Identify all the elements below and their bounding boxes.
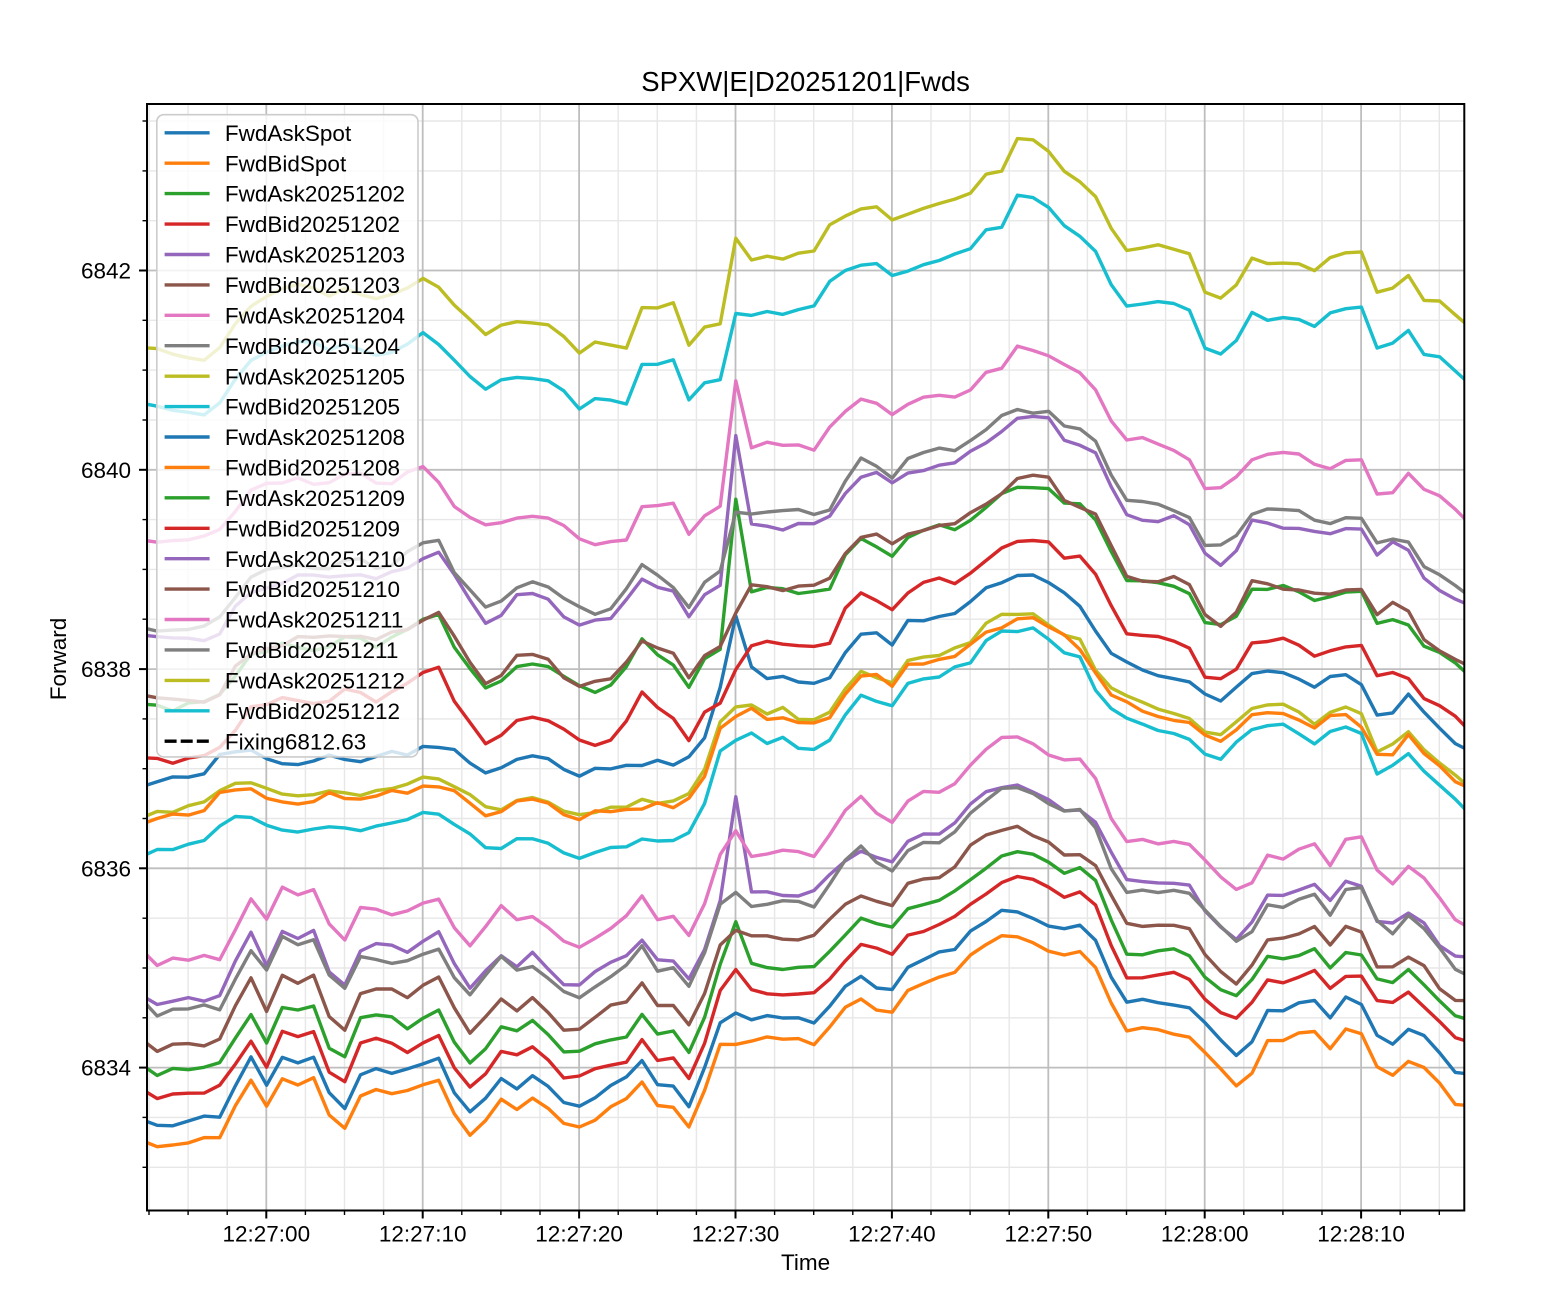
svg-text:Forward: Forward xyxy=(46,618,71,701)
svg-text:6836: 6836 xyxy=(81,856,131,881)
svg-text:FwdBidSpot: FwdBidSpot xyxy=(225,151,347,176)
svg-text:Fixing6812.63: Fixing6812.63 xyxy=(225,729,366,754)
svg-text:12:27:00: 12:27:00 xyxy=(223,1222,311,1247)
svg-text:FwdBid20251209: FwdBid20251209 xyxy=(225,516,400,541)
svg-text:FwdAsk20251205: FwdAsk20251205 xyxy=(225,364,405,389)
svg-text:FwdAsk20251211: FwdAsk20251211 xyxy=(225,608,403,633)
svg-text:Time: Time xyxy=(781,1250,830,1275)
svg-text:FwdBid20251203: FwdBid20251203 xyxy=(225,273,400,298)
svg-text:FwdAsk20251203: FwdAsk20251203 xyxy=(225,243,405,268)
svg-text:FwdAsk20251208: FwdAsk20251208 xyxy=(225,425,405,450)
svg-text:FwdBid20251212: FwdBid20251212 xyxy=(225,699,400,724)
svg-text:FwdBid20251202: FwdBid20251202 xyxy=(225,212,400,237)
svg-text:12:28:10: 12:28:10 xyxy=(1317,1222,1405,1247)
svg-text:FwdBid20251211: FwdBid20251211 xyxy=(225,638,398,663)
svg-text:6834: 6834 xyxy=(81,1056,131,1081)
svg-text:FwdBid20251204: FwdBid20251204 xyxy=(225,334,400,359)
svg-text:FwdBid20251208: FwdBid20251208 xyxy=(225,456,400,481)
svg-text:FwdAsk20251210: FwdAsk20251210 xyxy=(225,547,405,572)
svg-text:12:28:00: 12:28:00 xyxy=(1161,1222,1249,1247)
svg-text:6840: 6840 xyxy=(81,458,131,483)
svg-text:FwdAsk20251202: FwdAsk20251202 xyxy=(225,182,405,207)
svg-text:FwdAsk20251204: FwdAsk20251204 xyxy=(225,303,405,328)
svg-text:12:27:10: 12:27:10 xyxy=(379,1222,467,1247)
svg-text:FwdBid20251210: FwdBid20251210 xyxy=(225,577,400,602)
svg-text:FwdAsk20251212: FwdAsk20251212 xyxy=(225,669,405,694)
svg-text:12:27:20: 12:27:20 xyxy=(535,1222,623,1247)
svg-text:SPXW|E|D20251201|Fwds: SPXW|E|D20251201|Fwds xyxy=(641,66,970,97)
svg-text:FwdAsk20251209: FwdAsk20251209 xyxy=(225,486,405,511)
svg-text:12:27:50: 12:27:50 xyxy=(1005,1222,1093,1247)
svg-text:FwdBid20251205: FwdBid20251205 xyxy=(225,395,400,420)
svg-text:6838: 6838 xyxy=(81,657,131,682)
svg-text:6842: 6842 xyxy=(81,259,131,284)
svg-text:12:27:30: 12:27:30 xyxy=(692,1222,780,1247)
svg-text:FwdAskSpot: FwdAskSpot xyxy=(225,121,352,146)
svg-text:12:27:40: 12:27:40 xyxy=(848,1222,936,1247)
